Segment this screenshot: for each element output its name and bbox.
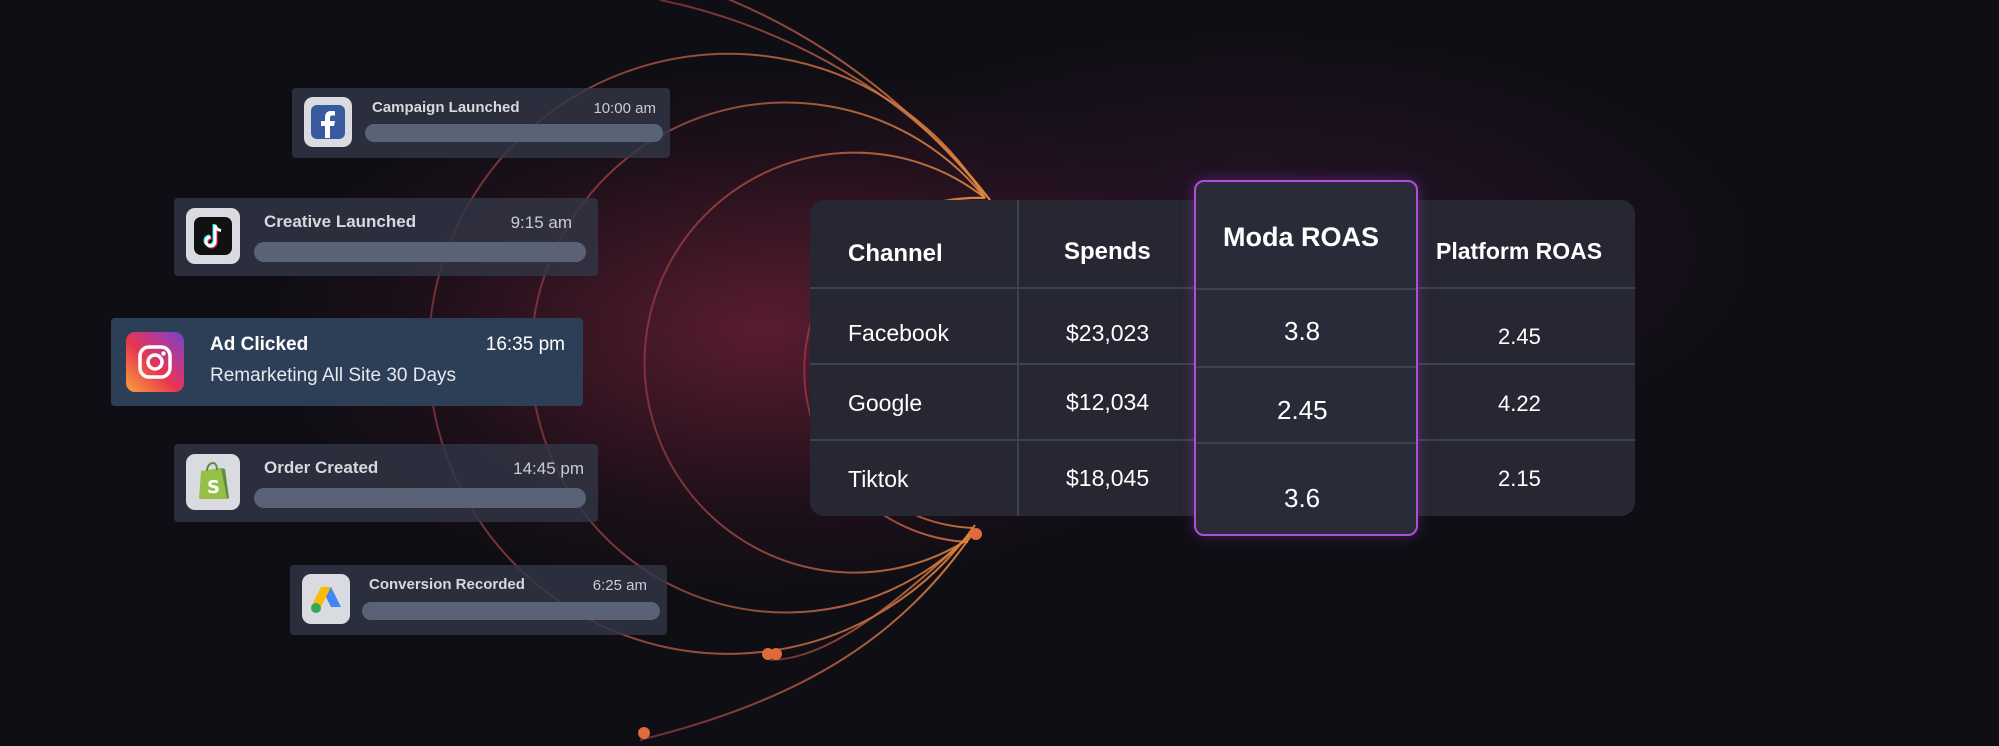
event-progress-bar	[254, 242, 586, 262]
event-time: 14:45 pm	[513, 459, 584, 478]
tiktok-icon	[186, 208, 240, 264]
instagram-icon	[126, 332, 184, 392]
cell-spends: $23,023	[1066, 320, 1150, 346]
facebook-icon	[304, 97, 352, 147]
shopify-icon: S	[186, 454, 240, 510]
event-progress-bar	[362, 602, 660, 620]
signal-dot	[970, 528, 982, 540]
event-card-conversion-recorded[interactable]: Conversion Recorded 6:25 am	[290, 565, 667, 635]
event-card-ad-clicked[interactable]: Ad Clicked 16:35 pm Remarketing All Site…	[111, 318, 583, 406]
row-divider	[1196, 366, 1416, 368]
event-time: 9:15 am	[510, 213, 572, 232]
svg-text:S: S	[207, 477, 220, 498]
event-progress-bar	[254, 488, 586, 508]
event-time: 10:00 am	[593, 100, 656, 117]
row-divider	[1196, 288, 1416, 290]
signal-dot	[770, 648, 782, 660]
cell-spends: $12,034	[1066, 389, 1150, 415]
event-title: Campaign Launched	[372, 99, 520, 116]
moda-roas-column: Moda ROAS 3.8 2.45 3.6	[1194, 180, 1418, 536]
cell-moda-roas: 2.45	[1277, 395, 1328, 425]
cell-moda-roas: 3.6	[1284, 483, 1321, 513]
event-title: Ad Clicked	[210, 334, 309, 355]
event-card-creative-launched[interactable]: Creative Launched 9:15 am	[174, 198, 598, 276]
cell-spends: $18,045	[1066, 465, 1150, 491]
header-moda-roas: Moda ROAS	[1223, 222, 1380, 252]
column-divider	[1017, 200, 1019, 516]
header-channel: Channel	[848, 240, 943, 267]
cell-channel: Tiktok	[848, 466, 909, 492]
google-ads-icon	[302, 574, 350, 624]
cell-platform-roas: 2.15	[1498, 466, 1541, 491]
event-progress-bar	[365, 124, 663, 142]
event-card-order-created[interactable]: S Order Created 14:45 pm	[174, 444, 598, 522]
cell-moda-roas: 3.8	[1284, 316, 1321, 346]
event-time: 16:35 pm	[485, 334, 565, 355]
cell-platform-roas: 2.45	[1498, 324, 1541, 349]
signal-dot	[638, 727, 650, 739]
event-title: Order Created	[264, 458, 379, 477]
event-title: Creative Launched	[264, 212, 417, 231]
event-title: Conversion Recorded	[369, 576, 525, 593]
cell-platform-roas: 4.22	[1498, 391, 1541, 416]
header-platform-roas: Platform ROAS	[1436, 238, 1603, 264]
event-subtitle: Remarketing All Site 30 Days	[210, 365, 457, 386]
event-time: 6:25 am	[592, 577, 647, 594]
event-card-campaign-launched[interactable]: Campaign Launched 10:00 am	[292, 88, 670, 158]
header-spends: Spends	[1064, 238, 1151, 265]
row-divider	[1196, 442, 1416, 444]
cell-channel: Facebook	[848, 320, 950, 346]
cell-channel: Google	[848, 390, 923, 416]
